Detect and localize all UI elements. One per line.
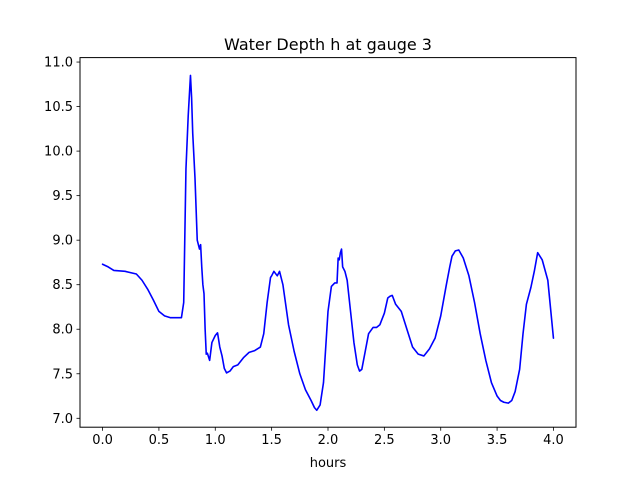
x-tick-label: 3.5	[487, 433, 508, 448]
x-tick-label: 1.0	[205, 433, 226, 448]
y-tick-label: 7.5	[52, 367, 73, 382]
x-tick-label: 1.5	[261, 433, 282, 448]
y-tick-label: 11.0	[44, 56, 73, 71]
x-tick-label: 2.0	[318, 433, 339, 448]
chart-title: Water Depth h at gauge 3	[224, 35, 432, 54]
series-line-1	[101, 74, 555, 412]
plot-background	[80, 57, 576, 428]
x-tick-label: 4.0	[543, 433, 564, 448]
y-tick-label: 9.5	[52, 189, 73, 204]
x-tick-label: 0.5	[149, 433, 170, 448]
y-tick-label: 8.0	[52, 323, 73, 338]
y-tick-label: 10.0	[44, 145, 73, 160]
x-axis: 0.0 0.5 1.0 1.5 2.0 2.5 3.0 3.5 4.0	[92, 427, 564, 448]
y-tick-label: 8.5	[52, 278, 73, 293]
y-tick-label: 7.0	[52, 412, 73, 427]
y-tick-label: 10.5	[44, 100, 73, 115]
y-tick-label: 9.0	[52, 234, 73, 249]
y-axis: 7.0 7.5 8.0 8.5 9.0 9.5 10.0 10.5 11.0	[44, 56, 80, 427]
series-layer	[101, 74, 555, 412]
x-axis-label: hours	[310, 456, 347, 471]
x-tick-label: 2.5	[374, 433, 395, 448]
x-tick-label: 0.0	[92, 433, 113, 448]
x-tick-label: 3.0	[430, 433, 451, 448]
plot-area	[79, 57, 577, 428]
